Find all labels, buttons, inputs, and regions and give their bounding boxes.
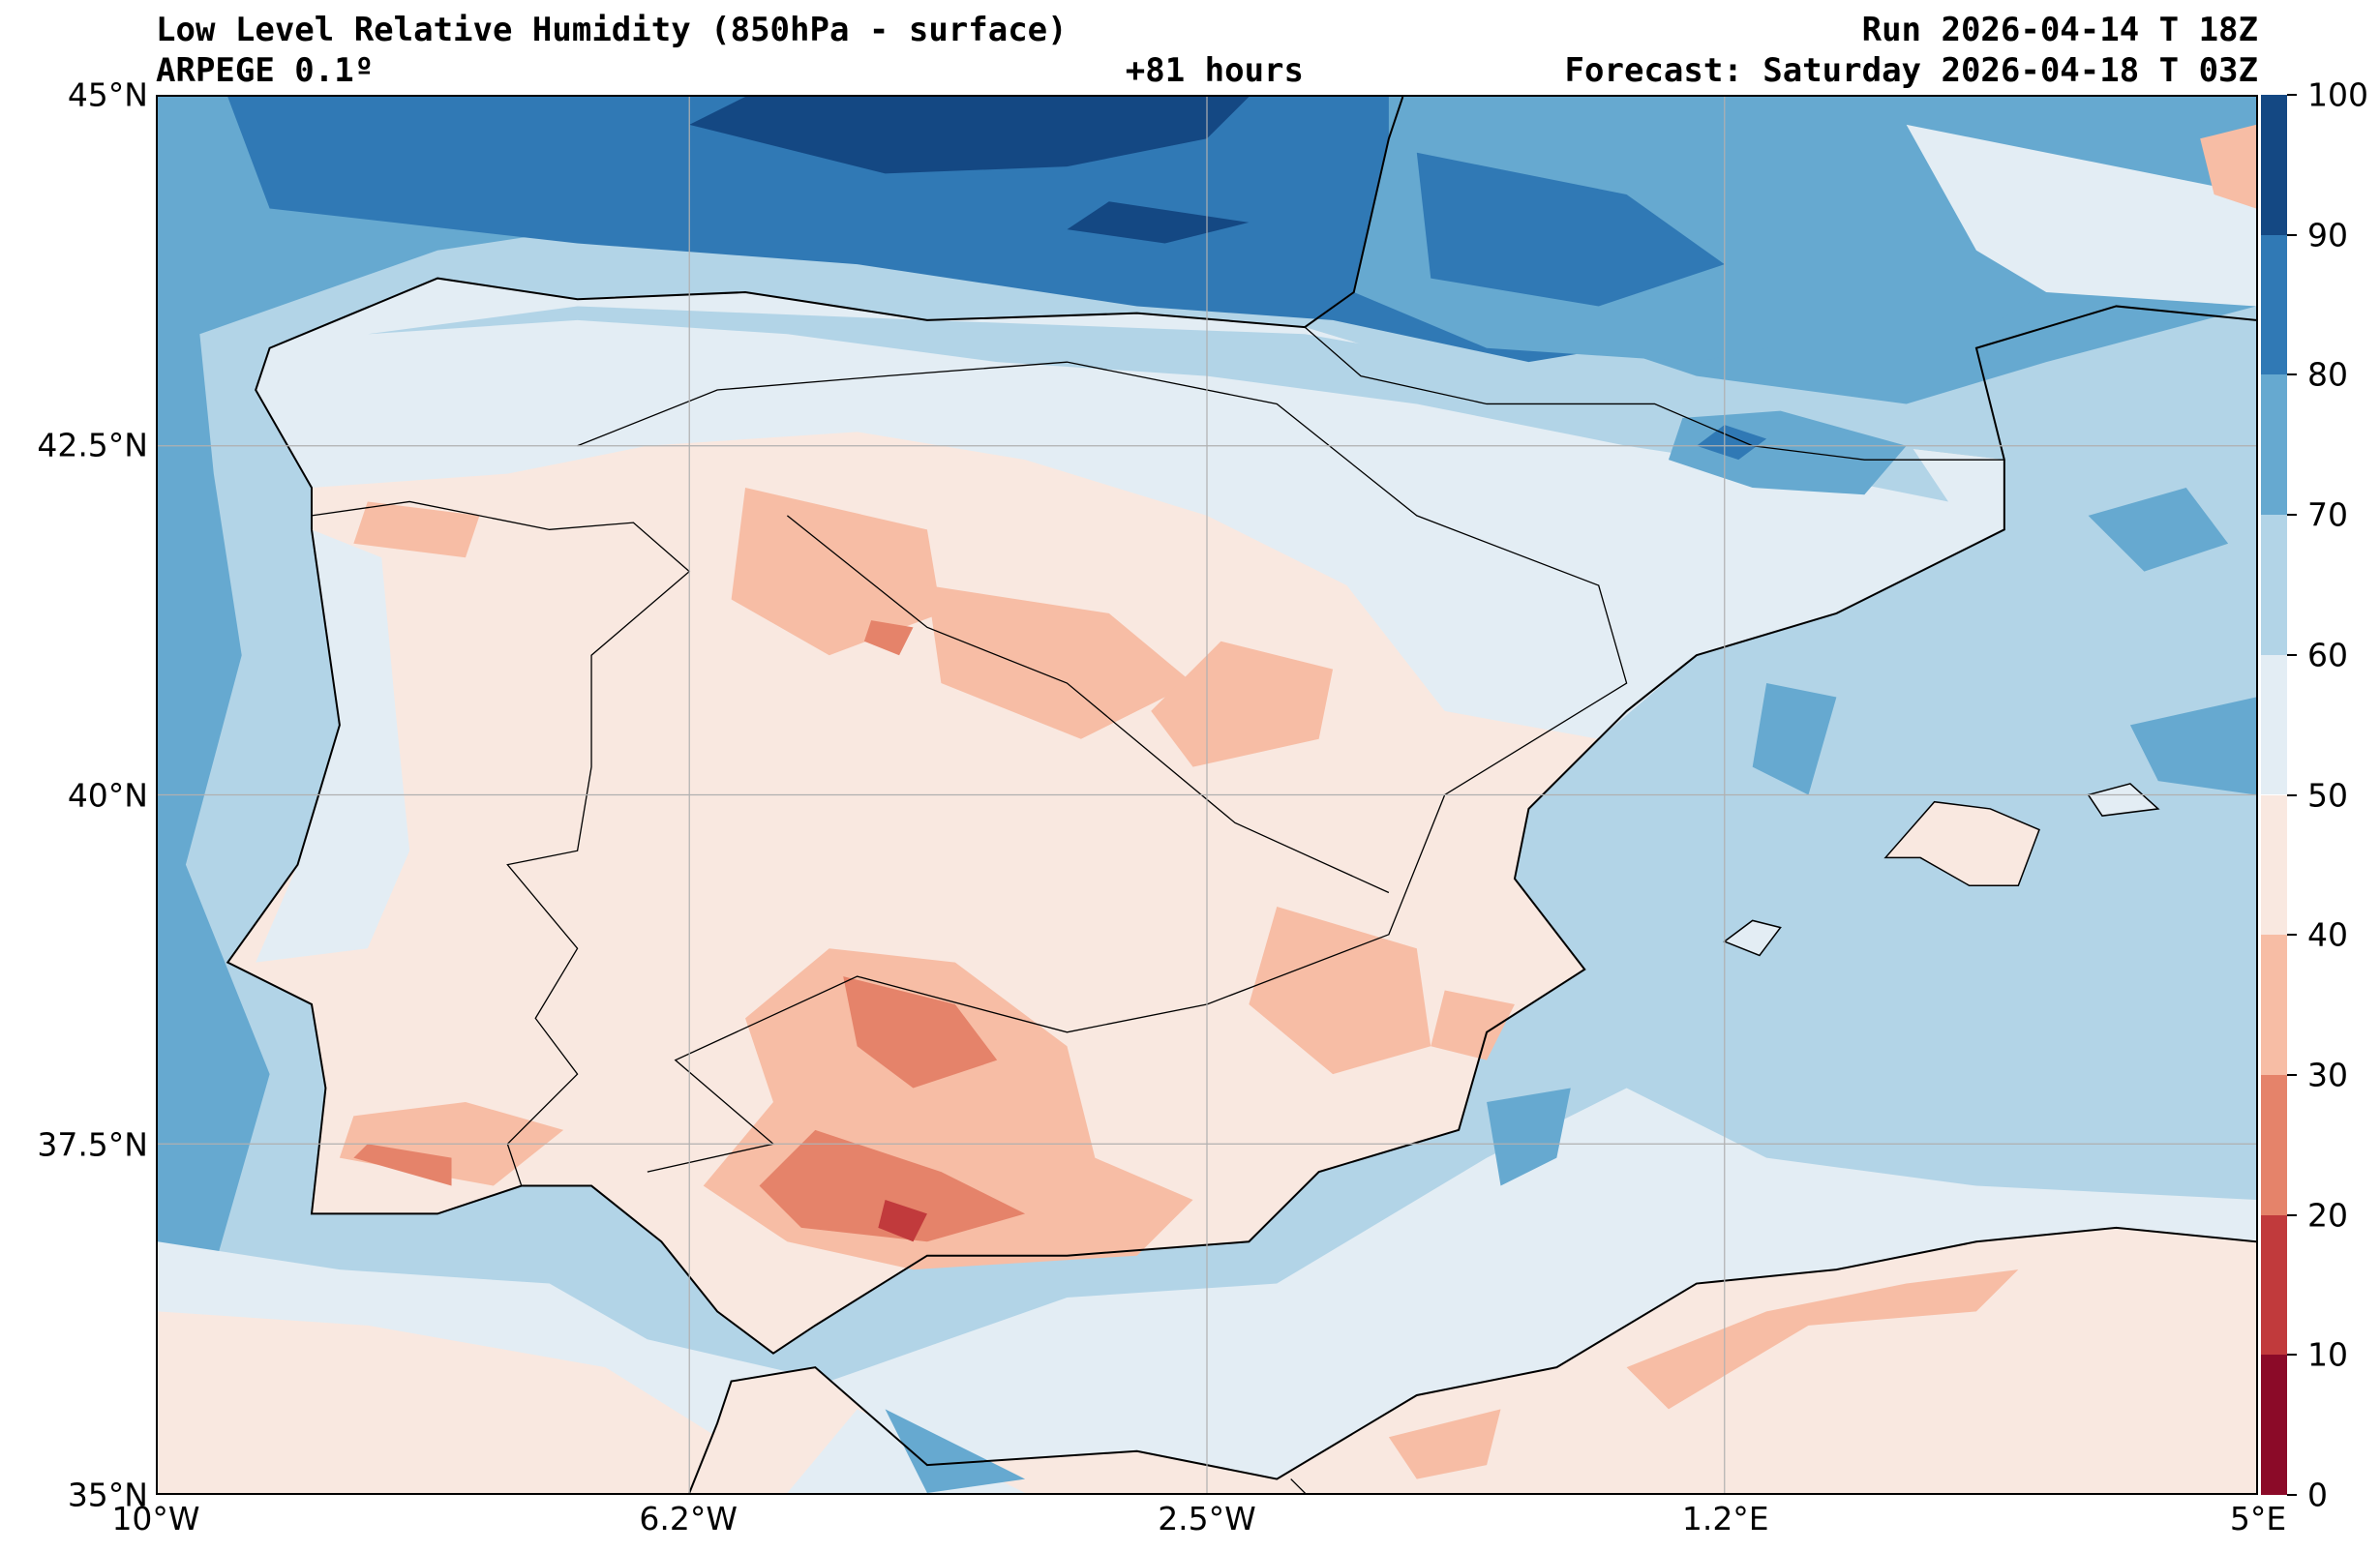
colorbar-tick: [2287, 653, 2297, 656]
colorbar-tick: [2287, 934, 2297, 937]
colorbar-segment: [2261, 234, 2287, 375]
colorbar-tick: [2287, 233, 2297, 236]
colorbar-tick-label: 50: [2307, 776, 2348, 814]
colorbar-tick-label: 0: [2307, 1476, 2328, 1514]
menorca: [2089, 784, 2158, 816]
france-land-50-60: [1906, 124, 2256, 307]
colorbar-tick: [2287, 1494, 2297, 1496]
run-time: Run 2026-04-14 T 18Z: [1861, 11, 2258, 49]
north-land-50-60: [256, 278, 2004, 739]
mallorca: [1885, 802, 2039, 886]
africa-30-40: [1388, 1409, 1501, 1479]
pyrenees-80-90: [1696, 425, 1767, 461]
colorbar-tick-label: 70: [2307, 495, 2348, 534]
coastlines: [227, 97, 2256, 1493]
model-label: ARPEGE 0.1º: [156, 51, 375, 90]
colorbar-segment: [2261, 935, 2287, 1075]
med-70-80: [2088, 488, 2229, 572]
colorbar-tick-label: 30: [2307, 1056, 2348, 1094]
colorbar-segment: [2261, 1074, 2287, 1215]
lon-tick-label: 5°E: [2229, 1500, 2287, 1537]
colorbar-segment: [2261, 374, 2287, 516]
lon-tick-label: 6.2°W: [639, 1500, 738, 1537]
dry-areas-20-30: [353, 620, 1026, 1242]
colorbar-tick: [2287, 1354, 2297, 1357]
colorbar-tick: [2287, 514, 2297, 517]
lead-time: +81 hours: [1125, 51, 1304, 90]
colorbar-segment: [2261, 1355, 2287, 1495]
lon-tick-label: 10°W: [111, 1500, 200, 1537]
portugal-coast-50-60: [256, 529, 410, 963]
colorbar-tick-label: 80: [2307, 355, 2348, 394]
colorbar-tick-label: 60: [2307, 636, 2348, 674]
dry-area-10-20: [878, 1199, 927, 1242]
colorbar-tick: [2287, 793, 2297, 796]
lat-tick-label: 45°N: [67, 75, 148, 114]
colorbar-tick-label: 10: [2307, 1335, 2348, 1374]
gridlines: [158, 97, 2256, 1493]
med-70-80: [1752, 683, 1837, 795]
colorbar-segment: [2261, 654, 2287, 795]
lat-tick-label: 37.5°N: [37, 1125, 148, 1164]
ibiza: [1725, 920, 1781, 955]
colorbar-segment: [2261, 95, 2287, 235]
med-70-80: [2129, 697, 2256, 795]
borders: [312, 327, 2004, 1493]
colorbar-segment: [2261, 794, 2287, 936]
colorbar-tick-label: 20: [2307, 1196, 2348, 1235]
france-land-30-40: [2200, 124, 2256, 209]
colorbar-segment: [2261, 1214, 2287, 1356]
colorbar-tick-label: 90: [2307, 216, 2348, 254]
humidity-map: [156, 95, 2258, 1495]
lat-tick-label: 40°N: [67, 776, 148, 814]
africa-70-80: [885, 1409, 1026, 1493]
colorbar-tick-label: 100: [2307, 75, 2368, 114]
biscay-90-100: [1067, 201, 1250, 244]
colorbar-tick: [2287, 1213, 2297, 1216]
colorbar-tick: [2287, 373, 2297, 376]
france-land-80-90: [1416, 152, 1725, 307]
colorbar: [2261, 95, 2287, 1495]
biscay-90-100: [689, 97, 1250, 174]
lat-tick-label: 42.5°N: [37, 426, 148, 464]
colorbar-tick: [2287, 1073, 2297, 1076]
forecast-time: Forecast: Saturday 2026-04-18 T 03Z: [1564, 51, 2258, 90]
lon-tick-label: 1.2°E: [1681, 1500, 1769, 1537]
colorbar-segment: [2261, 515, 2287, 655]
colorbar-tick: [2287, 94, 2297, 96]
colorbar-tick-label: 40: [2307, 915, 2348, 954]
chart-title: Low Level Relative Humidity (850hPa - su…: [156, 11, 1068, 49]
med-70-80: [1487, 1088, 1571, 1186]
lat-tick-label: 35°N: [67, 1476, 148, 1514]
lon-tick-label: 2.5°W: [1158, 1500, 1256, 1537]
